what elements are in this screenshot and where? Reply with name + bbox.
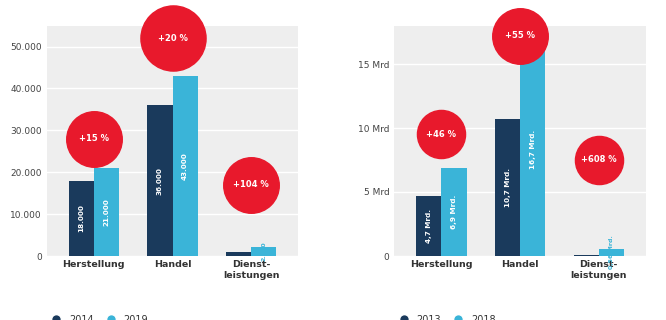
Text: 36.000: 36.000 xyxy=(157,167,163,195)
Text: +104 %: +104 % xyxy=(233,180,269,189)
Bar xyxy=(520,42,545,256)
Point xyxy=(89,136,99,141)
Legend: 2014, 2019: 2014, 2019 xyxy=(47,315,149,320)
Bar xyxy=(94,168,119,256)
Bar xyxy=(416,196,442,256)
Point xyxy=(515,33,525,38)
Text: 16,7 Mrd.: 16,7 Mrd. xyxy=(529,130,535,169)
Text: +608 %: +608 % xyxy=(581,156,617,164)
Bar xyxy=(599,249,624,256)
Point xyxy=(167,36,178,41)
Bar xyxy=(251,247,276,256)
Text: 21.000: 21.000 xyxy=(103,198,109,226)
Bar xyxy=(573,255,599,256)
Text: 6,9 Mrd.: 6,9 Mrd. xyxy=(451,195,457,229)
Point xyxy=(246,182,256,187)
Text: +46 %: +46 % xyxy=(426,130,456,139)
Bar xyxy=(226,252,251,256)
Legend: 2013, 2018: 2013, 2018 xyxy=(394,315,496,320)
Bar xyxy=(442,168,467,256)
Text: 2.100: 2.100 xyxy=(261,242,266,261)
Text: 4,7 Mrd.: 4,7 Mrd. xyxy=(426,209,432,243)
Text: +20 %: +20 % xyxy=(158,34,188,43)
Bar xyxy=(69,180,94,256)
Point xyxy=(436,132,447,137)
Text: 0,56 Mrd.: 0,56 Mrd. xyxy=(609,236,614,269)
Bar xyxy=(495,119,520,256)
Text: 18.000: 18.000 xyxy=(78,204,85,232)
Text: 10,7 Mrd.: 10,7 Mrd. xyxy=(505,168,511,207)
Text: 43.000: 43.000 xyxy=(182,152,188,180)
Point xyxy=(593,157,604,163)
Bar xyxy=(147,105,172,256)
Bar xyxy=(172,76,198,256)
Text: +55 %: +55 % xyxy=(505,31,535,40)
Text: +15 %: +15 % xyxy=(79,134,109,143)
